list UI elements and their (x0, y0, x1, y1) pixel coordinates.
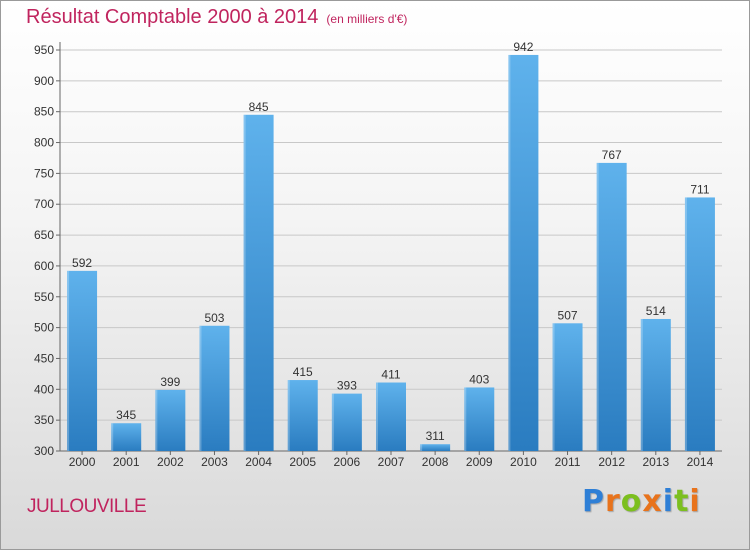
x-tick-label-2012: 2012 (598, 455, 625, 469)
x-tick-label-2005: 2005 (289, 455, 316, 469)
value-label-2000: 592 (72, 256, 92, 270)
y-tick-label: 550 (34, 290, 54, 304)
value-label-2010: 942 (513, 40, 533, 54)
bar-highlight (331, 393, 334, 451)
y-tick-label: 650 (34, 228, 54, 242)
value-label-2011: 507 (558, 308, 578, 322)
x-tick-label-2006: 2006 (334, 455, 361, 469)
x-tick-label-2011: 2011 (555, 455, 581, 469)
value-label-2009: 403 (469, 372, 489, 386)
bar-2003 (199, 325, 230, 451)
logo-letter: r (605, 484, 621, 519)
x-tick-label-2010: 2010 (510, 455, 537, 469)
y-tick-label: 300 (34, 444, 54, 458)
logo-letter: x (642, 484, 663, 519)
chart-title-text: Résultat Comptable 2000 à 2014 (26, 6, 319, 28)
value-label-2006: 393 (337, 379, 357, 393)
value-label-2012: 767 (602, 148, 622, 162)
y-tick-label: 400 (34, 382, 54, 396)
logo-letter: t (674, 484, 690, 519)
value-label-2002: 399 (160, 375, 180, 389)
value-label-2004: 845 (249, 100, 269, 114)
value-label-2005: 415 (293, 365, 313, 379)
bar-2002 (155, 389, 186, 451)
bar-highlight (420, 444, 423, 451)
bar-2012 (596, 162, 627, 452)
y-tick-label: 700 (34, 197, 54, 211)
bar-2001 (111, 423, 142, 451)
value-label-2003: 503 (204, 311, 224, 325)
x-tick-label-2014: 2014 (687, 455, 714, 469)
bar-2006 (331, 393, 362, 451)
bar-2014 (684, 197, 715, 451)
y-tick-label: 800 (34, 136, 54, 150)
x-tick-label-2002: 2002 (157, 455, 184, 469)
y-tick-label: 600 (34, 259, 54, 273)
y-tick-label: 450 (34, 351, 54, 365)
bar-2008 (420, 444, 451, 451)
bar-highlight (596, 162, 599, 452)
logo-letter: i (689, 484, 701, 519)
y-tick-label: 350 (34, 413, 54, 427)
bar-2010 (508, 54, 539, 451)
logo-letter: o (620, 484, 643, 519)
y-tick-label: 500 (34, 321, 54, 335)
x-tick-label-2003: 2003 (201, 455, 228, 469)
x-tick-label-2001: 2001 (113, 455, 140, 469)
value-label-2007: 411 (381, 368, 400, 382)
bar-highlight (287, 380, 290, 451)
x-tick-label-2004: 2004 (245, 455, 272, 469)
bars (67, 54, 715, 452)
chart-title: Résultat Comptable 2000 à 2014 (en millie… (26, 6, 407, 29)
value-label-2013: 514 (646, 304, 666, 318)
x-tick-label-2000: 2000 (69, 455, 96, 469)
value-label-2014: 711 (690, 182, 709, 196)
value-label-2008: 311 (426, 429, 445, 443)
value-label-2001: 345 (116, 408, 136, 422)
y-tick-label: 750 (34, 166, 54, 180)
commune-name: JULLOUVILLE (27, 496, 147, 517)
bar-highlight (464, 387, 467, 451)
x-tick-label-2009: 2009 (466, 455, 493, 469)
bar-highlight (199, 325, 202, 451)
logo-letter: P (582, 484, 605, 519)
bar-highlight (67, 270, 70, 451)
labels: 300 350 400 450 500 550 600 650 700 750 800 850 900 9… (34, 40, 714, 469)
bar-highlight (640, 318, 643, 451)
bar-highlight (508, 54, 511, 451)
chart-subtitle: (en milliers d'€) (326, 12, 408, 26)
bar-highlight (155, 389, 158, 451)
bar-2011 (552, 323, 583, 451)
bar-2000 (67, 270, 98, 451)
logo-letter: i (662, 484, 675, 519)
bar-highlight (111, 423, 114, 451)
x-tick-label-2008: 2008 (422, 455, 449, 469)
bar-highlight (684, 197, 687, 451)
bar-2004 (243, 114, 274, 452)
bar-2013 (640, 318, 671, 451)
y-tick-label: 950 (34, 43, 54, 57)
bar-highlight (376, 382, 378, 451)
bar-highlight (552, 323, 555, 451)
bar-highlight (243, 114, 246, 452)
bar-2007 (376, 382, 406, 451)
proxiti-logo: Proxiti (582, 484, 701, 519)
y-tick-label: 900 (34, 74, 54, 88)
x-tick-label-2007: 2007 (378, 455, 405, 469)
bar-2005 (287, 380, 318, 451)
bar-2009 (464, 387, 495, 451)
x-tick-label-2013: 2013 (642, 455, 669, 469)
y-tick-label: 850 (34, 105, 54, 119)
